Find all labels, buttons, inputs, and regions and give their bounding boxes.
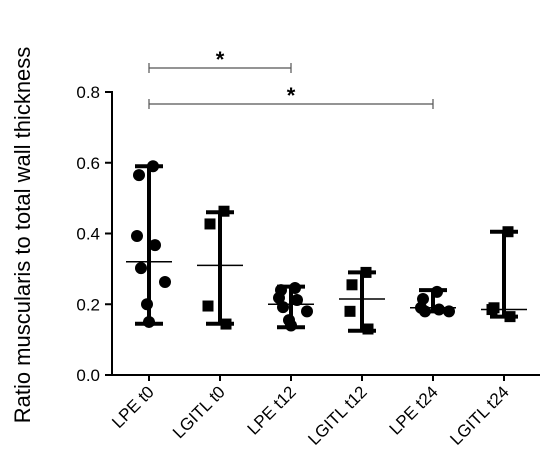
- significance-bracket: [148, 99, 434, 109]
- y-tick-label: 0.2: [76, 295, 100, 314]
- data-point: [443, 305, 455, 318]
- data-point: [301, 305, 313, 318]
- data-point: [277, 301, 289, 314]
- data-point: [131, 229, 143, 242]
- x-tick-label: LGITL t24: [446, 382, 512, 448]
- data-point: [204, 218, 216, 230]
- data-point: [220, 318, 232, 330]
- data-point: [149, 239, 161, 252]
- data-point: [433, 303, 445, 316]
- x-tick-label: LPE t0: [108, 382, 158, 432]
- data-point: [360, 266, 372, 278]
- data-point: [143, 315, 155, 328]
- y-tick-label: 0.0: [76, 366, 100, 385]
- significance-bracket: [148, 63, 292, 73]
- data-point: [133, 169, 145, 182]
- data-point: [486, 304, 498, 316]
- data-point: [289, 281, 301, 294]
- data-point: [273, 291, 285, 304]
- significance-label: *: [216, 47, 225, 72]
- data-point: [346, 279, 358, 291]
- data-point: [202, 300, 214, 312]
- data-point: [344, 305, 356, 317]
- x-tick-label: LPE t12: [244, 382, 300, 438]
- significance-label: *: [287, 83, 296, 108]
- y-tick-label: 0.6: [76, 154, 100, 173]
- data-point: [135, 262, 147, 275]
- data-point: [502, 226, 514, 238]
- data-point: [285, 319, 297, 332]
- y-tick-label: 0.4: [76, 225, 100, 244]
- x-tick-label: LGITL t0: [169, 382, 229, 442]
- data-point: [291, 294, 303, 307]
- data-point: [218, 205, 230, 217]
- data-point: [147, 160, 159, 173]
- data-point: [431, 285, 443, 298]
- data-point: [159, 275, 171, 288]
- data-point: [419, 305, 431, 318]
- y-tick-label: 0.8: [76, 83, 100, 102]
- y-axis-label: Ratio muscularis to total wall thickness: [10, 47, 35, 424]
- x-tick-label: LGITL t12: [304, 382, 370, 448]
- data-point: [362, 323, 374, 335]
- x-tick-label: LPE t24: [386, 382, 442, 438]
- data-point: [504, 311, 516, 323]
- data-point: [141, 298, 153, 311]
